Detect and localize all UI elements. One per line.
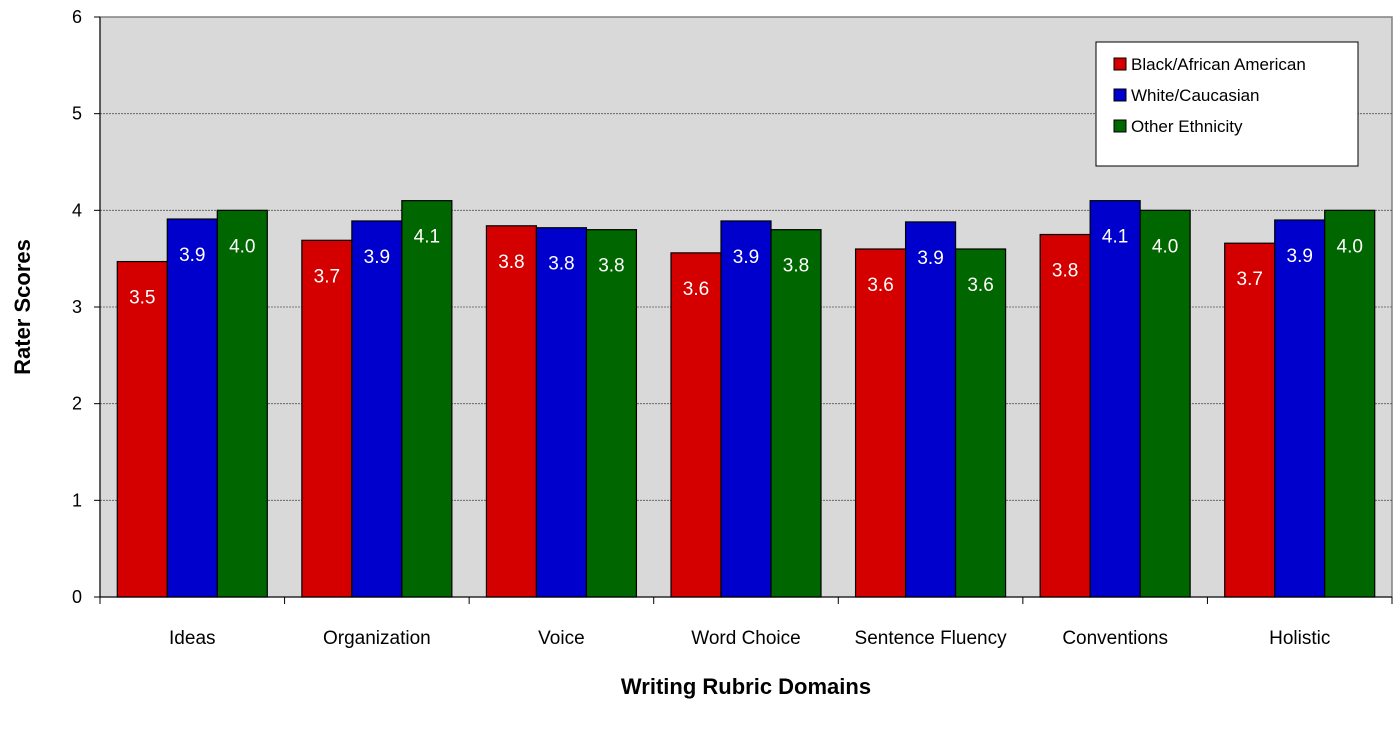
data-label: 3.9 <box>364 247 390 268</box>
y-tick-label: 2 <box>72 394 82 414</box>
y-tick-label: 6 <box>72 7 82 27</box>
data-label: 3.6 <box>867 275 893 296</box>
data-label: 3.7 <box>314 266 340 287</box>
data-label: 3.9 <box>179 245 205 266</box>
y-tick-label: 4 <box>72 200 82 220</box>
bar <box>770 229 822 598</box>
data-label: 4.0 <box>1152 236 1178 257</box>
y-tick-label: 1 <box>72 490 82 510</box>
bar <box>116 260 168 598</box>
data-label: 3.8 <box>548 254 574 275</box>
legend-swatch <box>1113 57 1127 71</box>
data-label: 4.1 <box>414 227 440 248</box>
bar <box>720 220 772 598</box>
x-category-label: Voice <box>538 628 584 649</box>
data-label: 3.9 <box>1287 246 1313 267</box>
bar <box>301 239 353 598</box>
bar <box>585 229 638 598</box>
data-label: 4.1 <box>1102 227 1128 248</box>
data-label: 4.0 <box>1337 236 1363 257</box>
bar <box>1039 233 1091 598</box>
bar <box>670 252 722 598</box>
data-label: 3.8 <box>498 252 524 273</box>
x-category-label: Organization <box>323 628 431 649</box>
legend-box <box>1095 41 1359 167</box>
data-label: 3.8 <box>598 256 624 277</box>
x-axis-title: Writing Rubric Domains <box>621 674 871 699</box>
data-label: 3.7 <box>1237 269 1263 290</box>
y-tick-label: 0 <box>72 587 82 607</box>
bar <box>485 225 538 598</box>
bar <box>535 227 588 598</box>
x-category-labels: Ideas Organization Voice Word Choice Sentenc… <box>169 628 1330 649</box>
data-label: 4.0 <box>229 236 255 257</box>
y-tick-label: 3 <box>72 297 82 317</box>
axes <box>94 16 1393 604</box>
bars: 3.5 3.9 4.0 3.7 3.9 4.1 3.8 3.8 3.8 3.6 3.9 3.8 3.6 3… <box>116 200 1376 598</box>
data-label: 3.9 <box>917 248 943 269</box>
bar <box>1274 219 1326 598</box>
bar <box>1224 242 1276 598</box>
x-category-label: Word Choice <box>691 628 800 649</box>
data-label: 3.8 <box>783 256 809 277</box>
legend-label: White/Caucasian <box>1131 86 1260 105</box>
y-tick-label: 5 <box>72 104 82 124</box>
legend: Black/African American White/Caucasian Oth… <box>1095 41 1359 167</box>
data-label: 3.6 <box>683 279 709 300</box>
y-tick-labels: 0 1 2 3 4 5 6 <box>72 7 82 607</box>
bar <box>904 221 957 598</box>
bar <box>1324 209 1376 598</box>
x-category-label: Sentence Fluency <box>855 628 1008 649</box>
bar <box>1089 200 1141 598</box>
data-label: 3.6 <box>967 275 993 296</box>
bar <box>854 248 907 598</box>
data-label: 3.8 <box>1052 261 1078 282</box>
data-label: 3.9 <box>733 247 759 268</box>
y-axis-title: Rater Scores <box>10 239 35 375</box>
bar <box>401 200 453 598</box>
x-category-label: Conventions <box>1062 628 1168 649</box>
x-category-label: Ideas <box>169 628 215 649</box>
data-label: 3.5 <box>129 288 155 309</box>
legend-swatch <box>1113 88 1127 102</box>
legend-swatch <box>1113 119 1127 133</box>
x-category-label: Holistic <box>1269 628 1330 649</box>
bar <box>954 248 1007 598</box>
legend-label: Black/African American <box>1131 55 1306 74</box>
legend-label: Other Ethnicity <box>1131 117 1243 136</box>
bar <box>166 218 218 598</box>
bar <box>1139 209 1191 598</box>
bar <box>351 220 403 598</box>
bar <box>216 209 268 598</box>
